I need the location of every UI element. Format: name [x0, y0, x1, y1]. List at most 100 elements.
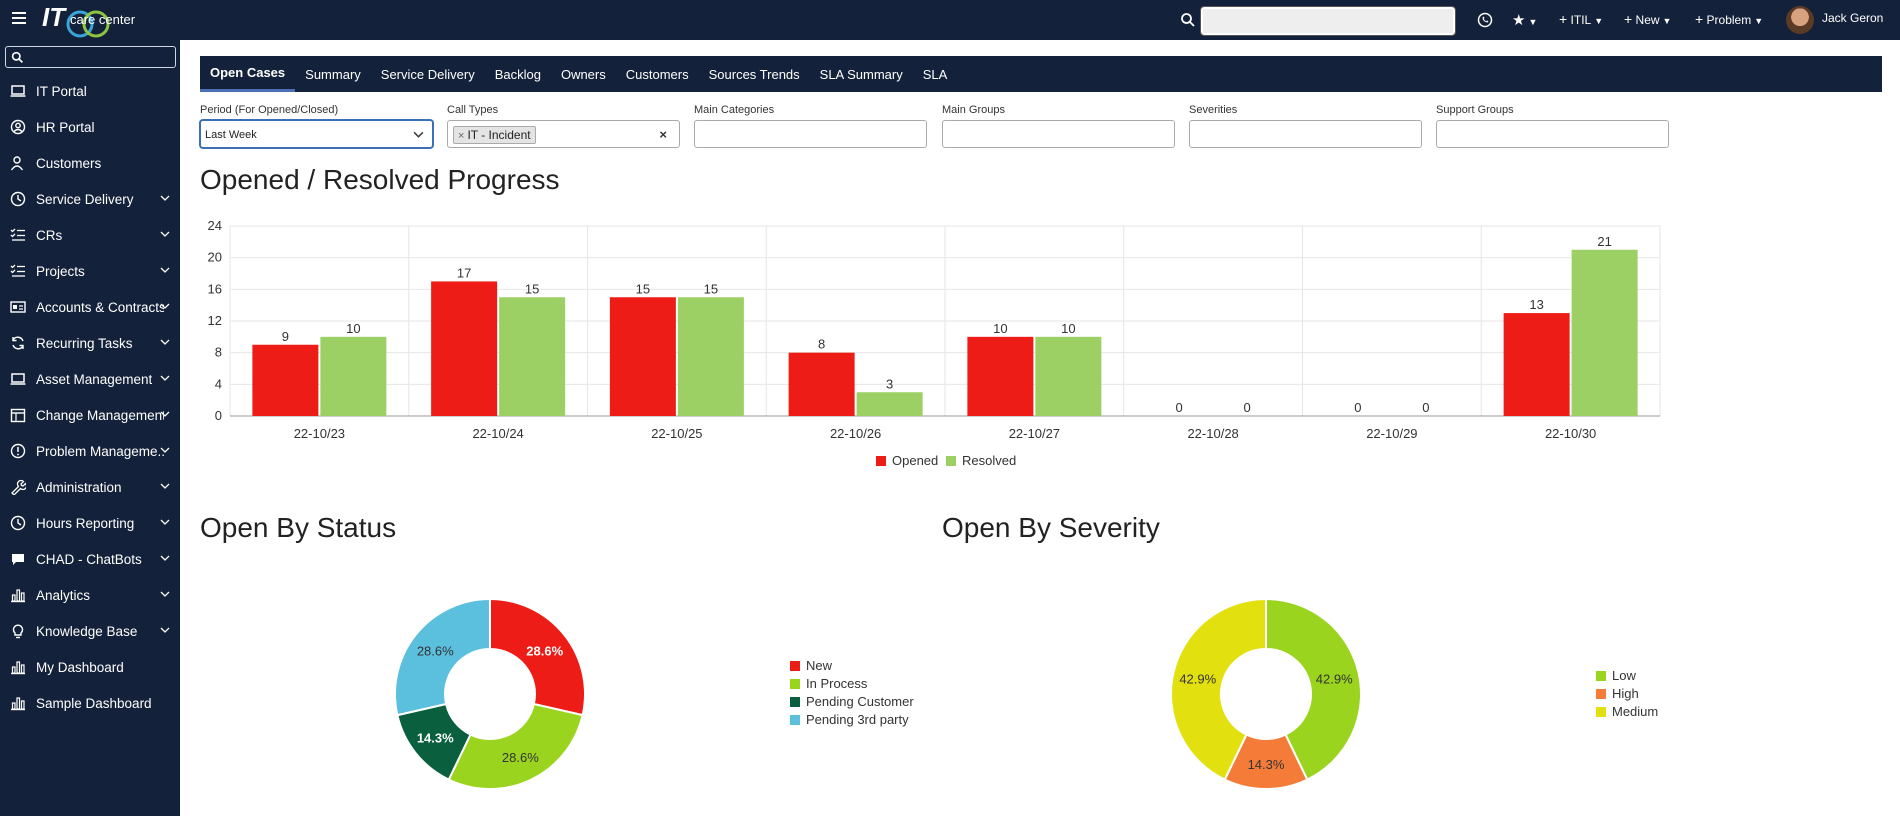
legend-item[interactable]: New: [790, 658, 914, 673]
bar-value-label: 0: [1176, 400, 1183, 415]
tab-sla-summary[interactable]: SLA Summary: [819, 66, 903, 82]
sidebar-search-input[interactable]: [5, 46, 176, 68]
global-search-input[interactable]: [1200, 6, 1456, 36]
bar-opened: [788, 352, 855, 416]
pie-slice-pending-3rd-party[interactable]: [394, 597, 491, 717]
bar-opened: [252, 344, 319, 416]
sidebar-item-recurring-tasks[interactable]: Recurring Tasks: [0, 325, 180, 361]
sidebar-item-my-dashboard[interactable]: My Dashboard: [0, 649, 180, 685]
bar-opened: [1503, 313, 1570, 416]
pie-slice-low[interactable]: [1265, 597, 1362, 781]
chevron-down-icon[interactable]: [160, 553, 170, 563]
legend-item[interactable]: High: [1596, 686, 1658, 701]
problem-menu[interactable]: + Problem ▼: [1695, 11, 1764, 27]
search-icon[interactable]: [1180, 12, 1196, 28]
sidebar-item-it-portal[interactable]: IT Portal: [0, 73, 180, 109]
pie-slice-label: 28.6%: [417, 643, 454, 658]
sidebar-item-service-delivery[interactable]: Service Delivery: [0, 181, 180, 217]
sidebar-item-change-management[interactable]: Change Management: [0, 397, 180, 433]
clear-selection-icon[interactable]: ×: [659, 127, 667, 142]
legend-item[interactable]: In Process: [790, 676, 914, 691]
sidebar-item-knowledge-base[interactable]: Knowledge Base: [0, 613, 180, 649]
tab-open-cases[interactable]: Open Cases: [200, 56, 296, 92]
sidebar-item-hours-reporting[interactable]: Hours Reporting: [0, 505, 180, 541]
chevron-down-icon[interactable]: [160, 229, 170, 239]
x-tick-label: 22-10/27: [1009, 426, 1060, 441]
tab-backlog[interactable]: Backlog: [494, 66, 541, 82]
sidebar-item-chad-chatbots[interactable]: CHAD - ChatBots: [0, 541, 180, 577]
pie-slice-in-process[interactable]: [447, 702, 584, 790]
sidebar-item-label: Sample Dashboard: [36, 695, 152, 711]
tab-service-delivery[interactable]: Service Delivery: [380, 66, 475, 82]
chevron-down-icon[interactable]: [160, 373, 170, 383]
main-categories-select[interactable]: [694, 120, 927, 148]
legend-item[interactable]: Medium: [1596, 704, 1658, 719]
chevron-down-icon[interactable]: [160, 409, 170, 419]
sidebar-item-asset-management[interactable]: Asset Management: [0, 361, 180, 397]
call-types-select[interactable]: × IT - Incident ×: [447, 120, 680, 148]
sidebar-item-sample-dashboard[interactable]: Sample Dashboard: [0, 685, 180, 721]
chevron-down-icon[interactable]: [160, 445, 170, 455]
severities-select[interactable]: [1189, 120, 1422, 148]
chip-remove-icon[interactable]: ×: [458, 130, 465, 142]
sidebar-item-accounts-contracts[interactable]: Accounts & Contracts: [0, 289, 180, 325]
favorites-menu[interactable]: ★ ▼: [1512, 12, 1538, 29]
dashboard-tabs: Open Cases Summary Service Delivery Backlog…: [200, 56, 1882, 92]
chevron-down-icon[interactable]: [160, 265, 170, 275]
sidebar-item-label: My Dashboard: [36, 659, 124, 675]
tab-owners[interactable]: Owners: [560, 66, 606, 82]
app-logo[interactable]: IT care center: [40, 2, 140, 38]
support-groups-select[interactable]: [1436, 120, 1669, 148]
y-tick-label: 20: [208, 250, 222, 265]
hamburger-menu-icon[interactable]: [12, 12, 26, 28]
tab-summary[interactable]: Summary: [305, 66, 361, 82]
problem-menu-label: Problem: [1706, 13, 1752, 27]
bar-value-label: 13: [1529, 297, 1543, 312]
avatar[interactable]: [1786, 6, 1814, 34]
legend-item[interactable]: Low: [1596, 668, 1658, 683]
legend-item[interactable]: Pending 3rd party: [790, 712, 914, 727]
chevron-down-icon[interactable]: [160, 517, 170, 527]
sidebar-item-customers[interactable]: Customers: [0, 145, 180, 181]
pie-slice-new[interactable]: [489, 597, 586, 717]
tab-sources-trends[interactable]: Sources Trends: [708, 66, 800, 82]
period-select[interactable]: Last Week: [200, 120, 433, 148]
sidebar-item-problem-manageme[interactable]: Problem Manageme...: [0, 433, 180, 469]
sidebar-item-label: Asset Management: [36, 371, 153, 387]
new-menu[interactable]: + New ▼: [1624, 11, 1672, 27]
bar-value-label: 9: [282, 329, 289, 344]
open-by-severity-donut-chart: 42.9% 14.3% 42.9%: [1170, 597, 1362, 790]
legend-item[interactable]: Pending Customer: [790, 694, 914, 709]
chevron-down-icon[interactable]: [160, 193, 170, 203]
user-menu[interactable]: Jack Geron: [1822, 11, 1883, 25]
plus-icon: +: [1695, 11, 1704, 27]
chevron-down-icon[interactable]: [160, 301, 170, 311]
period-filter-label: Period (For Opened/Closed): [200, 104, 339, 116]
whatsapp-icon[interactable]: [1477, 12, 1493, 28]
bar-value-label: 8: [818, 337, 825, 352]
support-groups-filter-label: Support Groups: [1436, 104, 1514, 116]
pie-slice-medium[interactable]: [1170, 597, 1267, 781]
legend-label-opened: Opened: [892, 453, 938, 468]
main-groups-select[interactable]: [942, 120, 1175, 148]
y-tick-label: 0: [215, 408, 222, 423]
chevron-down-icon[interactable]: [160, 625, 170, 635]
call-type-chip[interactable]: × IT - Incident: [453, 126, 536, 144]
sidebar-item-administration[interactable]: Administration: [0, 469, 180, 505]
sidebar-item-analytics[interactable]: Analytics: [0, 577, 180, 613]
legend-label: Medium: [1612, 704, 1659, 719]
chevron-down-icon[interactable]: [160, 481, 170, 491]
logo-rings-icon: [66, 10, 110, 38]
sidebar-item-crs[interactable]: CRs: [0, 217, 180, 253]
sidebar-item-hr-portal[interactable]: HR Portal: [0, 109, 180, 145]
tab-sla[interactable]: SLA: [922, 66, 948, 82]
sidebar-item-projects[interactable]: Projects: [0, 253, 180, 289]
chevron-down-icon[interactable]: [160, 589, 170, 599]
plus-icon: +: [1624, 11, 1633, 27]
chevron-down-icon[interactable]: [160, 337, 170, 347]
itil-menu[interactable]: + ITIL ▼: [1559, 11, 1604, 27]
tab-customers[interactable]: Customers: [625, 66, 689, 82]
sidebar-item-label: Recurring Tasks: [36, 335, 133, 351]
bar-opened: [609, 297, 676, 416]
pie-slice-label: 14.3%: [1248, 757, 1285, 772]
